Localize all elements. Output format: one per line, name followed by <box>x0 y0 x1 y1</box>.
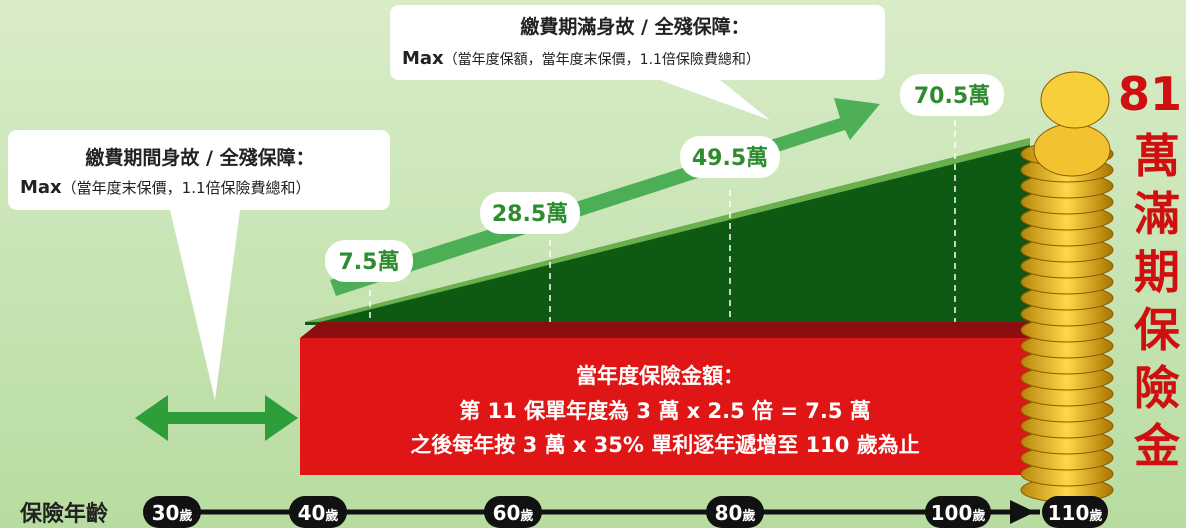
red-box-top <box>300 322 1030 338</box>
age-unit: 歲 <box>1089 508 1102 524</box>
red-box-line: 當年度保險金額： <box>576 364 744 388</box>
maturity-char: 保 <box>1134 303 1181 357</box>
timeline-label: 保險年齡 <box>19 501 108 527</box>
callout-max: Max <box>20 177 62 198</box>
age-number: 100 <box>931 501 973 525</box>
callout-title: 繳費期間身故 / 全殘保障： <box>85 146 314 169</box>
amount-label: 49.5萬 <box>692 146 768 171</box>
callout-detail: Max（當年度保額，當年度末保價，1.1倍保險費總和） <box>402 48 760 69</box>
age-unit: 歲 <box>520 508 533 524</box>
coin-tilted <box>1041 72 1109 128</box>
age-number: 30 <box>152 501 180 525</box>
amount-label: 70.5萬 <box>914 84 990 109</box>
amount-label: 7.5萬 <box>339 250 400 275</box>
callout-text: （當年度末保價，1.1倍保險費總和） <box>62 179 311 197</box>
maturity-char: 金 <box>1133 419 1181 473</box>
callout-title: 繳費期滿身故 / 全殘保障： <box>520 15 749 38</box>
age-unit: 歲 <box>325 508 338 524</box>
callout-text: （當年度保額，當年度末保價，1.1倍保險費總和） <box>444 51 760 68</box>
maturity-amount: 81 <box>1118 67 1182 121</box>
age-number: 80 <box>715 501 743 525</box>
red-box-line: 之後每年按 3 萬 x 35% 單利逐年遞增至 110 歲為止 <box>410 433 919 457</box>
age-unit: 歲 <box>179 508 192 524</box>
maturity-char: 萬 <box>1134 129 1180 183</box>
coin-top <box>1034 124 1110 176</box>
amount-label: 28.5萬 <box>492 202 568 227</box>
age-number: 40 <box>298 501 326 525</box>
maturity-char: 滿 <box>1134 187 1180 241</box>
callout-max: Max <box>402 48 444 69</box>
age-number: 110 <box>1048 501 1090 525</box>
red-box-line: 第 11 保單年度為 3 萬 x 2.5 倍 = 7.5 萬 <box>459 399 871 423</box>
age-unit: 歲 <box>742 508 755 524</box>
age-number: 60 <box>493 501 521 525</box>
age-unit: 歲 <box>972 508 985 524</box>
maturity-char: 險 <box>1134 361 1180 415</box>
maturity-char: 期 <box>1134 245 1180 299</box>
infographic: 當年度保險金額： 第 11 保單年度為 3 萬 x 2.5 倍 = 7.5 萬 … <box>0 0 1186 528</box>
callout-detail: Max（當年度末保價，1.1倍保險費總和） <box>20 177 311 198</box>
